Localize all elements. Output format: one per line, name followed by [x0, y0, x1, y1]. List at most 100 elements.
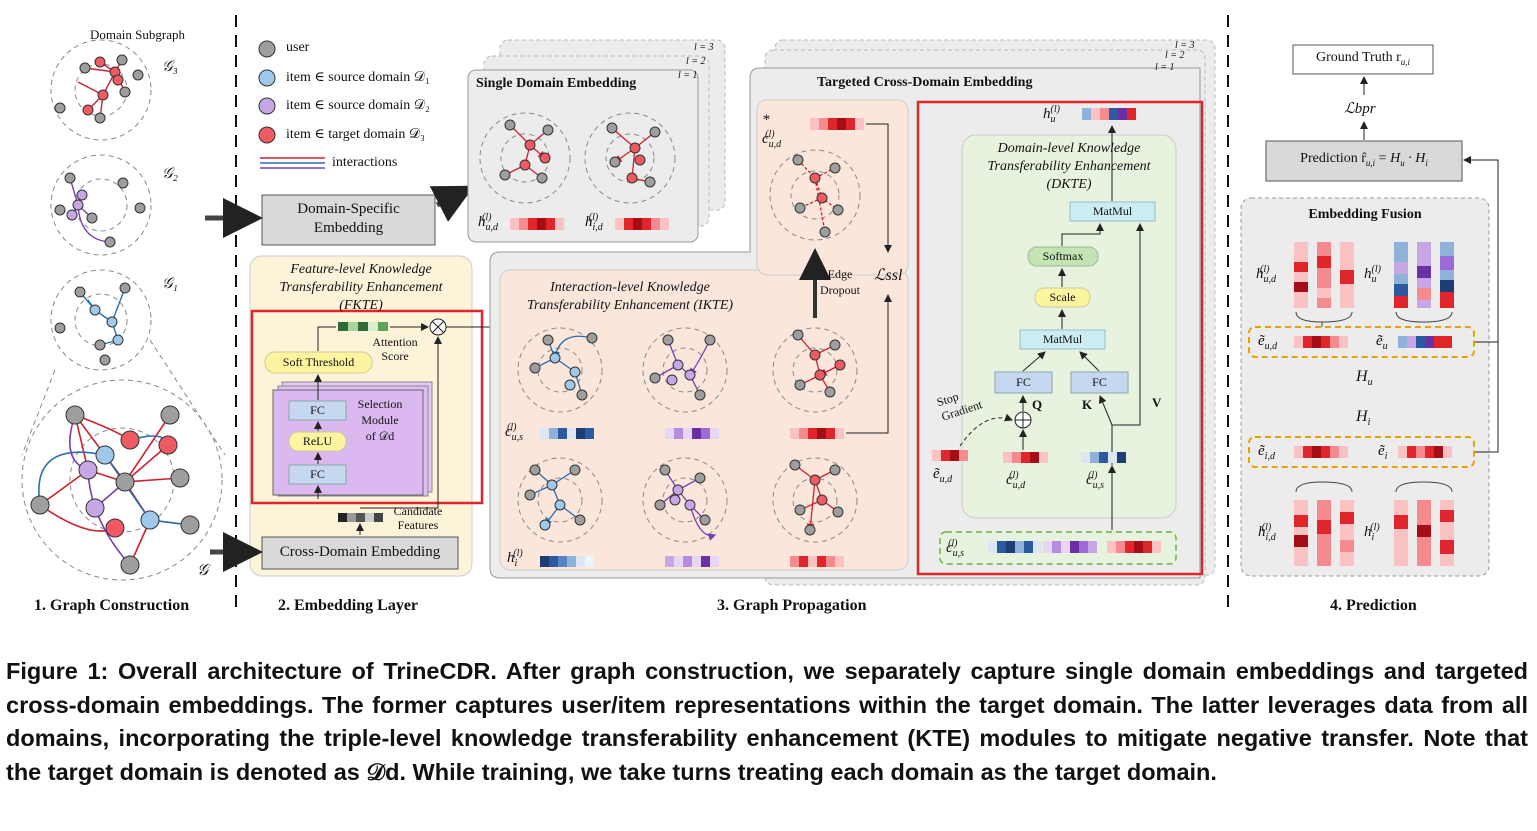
- l-ssl-label: ℒssl: [874, 267, 903, 284]
- dkte-highlight: [916, 100, 1204, 576]
- fusion-hu-label: hu(l): [1364, 264, 1381, 285]
- fkte-title-line2: Transferability Enhancement: [279, 280, 443, 295]
- fkte-title-line3: (FKTE): [339, 298, 383, 313]
- e-ud-tilde-label: ẽu,d: [933, 466, 953, 485]
- h-id-label: hi,d(l): [585, 212, 603, 233]
- targeted-layer-2: l = 2: [1165, 50, 1185, 61]
- v-label: V: [1152, 395, 1162, 410]
- fc-bottom-label: FC: [310, 467, 325, 481]
- fused-u-box: [1248, 326, 1475, 358]
- ikte-graph-s1-i: [517, 457, 603, 543]
- fused-ei-label: ẽi: [1378, 443, 1388, 462]
- single-domain-title: Single Domain Embedding: [476, 76, 637, 91]
- subgraph-g1: [50, 269, 152, 371]
- single-graph-i: [584, 112, 676, 204]
- fused-i-box: [1248, 436, 1475, 468]
- h-id-text: h: [585, 214, 593, 230]
- fusion-bars-hud: [1294, 242, 1354, 308]
- ikte-title: Interaction-level Knowledge Transferabil…: [505, 279, 755, 315]
- single-layer-2: l = 2: [686, 56, 706, 67]
- section-embedding-layer: 2. Embedding Layer: [278, 597, 419, 614]
- c-us-dkte-label: cu,s(l): [1086, 470, 1105, 491]
- h-id-bar: [615, 218, 669, 230]
- ikte-graph-s2-u: [642, 327, 728, 413]
- selection-line1: Selection: [357, 397, 403, 411]
- legend-interactions: interactions: [332, 155, 398, 170]
- legend-d1-marker: [258, 69, 276, 87]
- q-label: Q: [1032, 397, 1043, 412]
- label-g3: 𝒢₃: [162, 59, 178, 75]
- e-i-tilde-fused: [1398, 446, 1452, 458]
- ikte-title-line2: Transferability Enhancement (IKTE): [526, 298, 734, 313]
- architecture-diagram: [21, 15, 1499, 612]
- h-ud-text: h: [478, 214, 486, 230]
- label-g: 𝒢: [197, 562, 209, 579]
- c-ud-bar: [810, 118, 864, 130]
- matmul-mid: [1019, 329, 1106, 350]
- c-ud-text: c: [762, 131, 769, 147]
- fused-eu-label: ẽu: [1376, 333, 1388, 352]
- figure-caption: Figure 1: Overall architecture of TrineC…: [6, 658, 1528, 785]
- fc-bottom: [288, 464, 347, 485]
- edge-line2: Dropout: [820, 283, 860, 297]
- cl-panel: [756, 99, 909, 276]
- candidate-features-label: Candidate Features: [386, 504, 450, 532]
- h-u-dkte-label: hu(l): [1043, 104, 1060, 125]
- domain-specific-line1: Domain-Specific: [297, 201, 400, 217]
- fc-q: [994, 371, 1053, 394]
- ikte-graph-s2-i: [642, 457, 728, 542]
- h-i-label: hi(l): [507, 548, 523, 569]
- fc-top-label: FC: [310, 403, 325, 417]
- relu: [288, 431, 347, 452]
- ikte-graph-t-i: [772, 457, 858, 543]
- fusion-bars-hi: [1394, 500, 1454, 566]
- l-bpr-label: ℒbpr: [1344, 101, 1376, 117]
- c-us-label: cu,s(l): [505, 422, 524, 443]
- fc-top: [288, 400, 347, 421]
- domain-specific-box: [261, 194, 436, 246]
- targeted-layer-1: l = 1: [1155, 62, 1175, 73]
- dkte-title: Domain-level Knowledge Transferability E…: [962, 140, 1176, 194]
- e-ud-tilde-bar: [932, 450, 968, 461]
- c-us-concat-label: cu,s(l): [946, 538, 965, 559]
- e-ud-tilde-fused: [1294, 336, 1348, 348]
- ikte-graph-s1-u: [517, 327, 603, 413]
- c-ud-label: * cu,d(l): [762, 112, 782, 150]
- h-ud-label: hu,d(l): [478, 212, 498, 233]
- h-u-bar: [1082, 108, 1136, 120]
- fc-k-label: FC: [1092, 375, 1107, 389]
- ikte-title-line1: Interaction-level Knowledge: [550, 280, 710, 295]
- fused-eid-label: ẽi,d: [1258, 443, 1275, 462]
- legend-item-d2: item ∈ source domain 𝒟₂: [286, 98, 430, 113]
- targeted-layer-3: l = 3: [1175, 40, 1195, 51]
- cross-domain-label: Cross-Domain Embedding: [279, 544, 441, 560]
- section-prediction: 4. Prediction: [1330, 597, 1417, 614]
- matmul-mid-label: MatMul: [1042, 332, 1083, 346]
- h-ud-bar: [510, 218, 564, 230]
- fusion-bars-hid: [1294, 500, 1354, 566]
- label-g1: 𝒢₁: [162, 276, 178, 292]
- legend-user-marker: [258, 40, 276, 58]
- fc-k: [1070, 371, 1129, 394]
- single-domain-box: [467, 69, 699, 243]
- h-i-fused-label: Hi: [1356, 408, 1371, 429]
- c-us-text: c: [505, 424, 512, 440]
- dkte-title-line2: Transferability Enhancement: [987, 159, 1151, 174]
- soft-threshold: [264, 351, 373, 374]
- h-i-text: h: [507, 550, 515, 566]
- legend-user: user: [286, 40, 310, 55]
- single-layer-3: l = 3: [694, 42, 714, 53]
- h-u-fused-label: Hu: [1356, 368, 1373, 389]
- selection-line3: of 𝒟d: [365, 429, 395, 443]
- matmul-top-label: MatMul: [1092, 204, 1133, 218]
- soft-threshold-label: Soft Threshold: [282, 355, 355, 369]
- c-us-bar-dkte: [1081, 452, 1126, 463]
- fusion-hi-label: hi(l): [1364, 522, 1380, 543]
- h-u-fused-text: H: [1356, 368, 1368, 385]
- c-ud-bar-dkte: [1003, 452, 1048, 463]
- matmul-top: [1069, 201, 1156, 222]
- scale: [1034, 287, 1091, 308]
- legend-item-d1: item ∈ source domain 𝒟₁: [286, 70, 430, 85]
- dkte-title-line3: (DKTE): [1046, 177, 1092, 192]
- e-id-tilde-fused: [1294, 446, 1348, 458]
